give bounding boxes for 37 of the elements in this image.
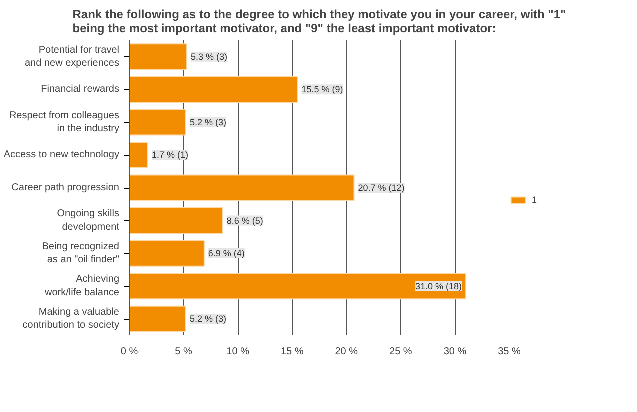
y-tick-label: Achieving work/life balance [44, 274, 120, 298]
data-label: 20.7 % (12) [358, 183, 405, 193]
data-label: 5.2 % (3) [190, 314, 226, 324]
chart-title: Rank the following as to the degree to which they motivate you in your career, with "1" being the most important motivator, and "9" the least important motivator: [72, 8, 566, 36]
x-tick-label: 30 % [444, 346, 467, 358]
legend-label: 1 [532, 195, 538, 205]
bar [130, 240, 205, 267]
y-tick-label: Ongoing skills development [57, 208, 120, 233]
bar [130, 306, 186, 332]
x-tick-label: 25 % [390, 346, 412, 358]
y-tick-label: Career path progression [12, 182, 120, 194]
data-label: 8.6 % (5) [226, 216, 264, 226]
bar [130, 273, 467, 300]
bar [130, 44, 188, 70]
data-label: 5.2 % (3) [190, 117, 226, 128]
bar [130, 76, 298, 103]
x-tick-label: 15 % [280, 346, 304, 358]
bar [130, 109, 186, 136]
x-tick-label: 20 % [335, 346, 358, 358]
y-tick-label: Potential for travel and new experiences [24, 44, 120, 69]
data-label: 31.0 % (18) [416, 281, 462, 292]
bar [130, 142, 148, 169]
data-label: 6.9 % (4) [208, 248, 245, 259]
data-label: 15.5 % (9) [302, 84, 344, 95]
x-tick-label: 5 % [175, 346, 193, 358]
y-tick-label: Access to new technology [4, 150, 120, 161]
y-tick-label: Being recognized as an "oil finder" [42, 241, 120, 266]
y-tick-label: Making a valuable contribution to society [22, 307, 120, 332]
y-tick-label: Respect from colleagues in the industry [9, 110, 120, 135]
bar [130, 174, 355, 202]
data-label: 1.7 % (1) [152, 150, 188, 160]
x-tick-label: 35 % [498, 346, 522, 358]
bar [130, 207, 224, 234]
data-label: 5.3 % (3) [191, 52, 228, 62]
y-tick-label: Financial rewards [41, 84, 120, 96]
x-tick-label: 10 % [226, 346, 250, 358]
x-tick-label: 0 % [120, 346, 138, 358]
